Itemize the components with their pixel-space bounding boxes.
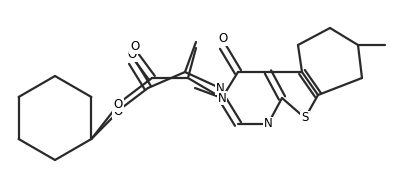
Text: S: S xyxy=(301,112,308,124)
Text: N: N xyxy=(215,81,224,94)
Text: O: O xyxy=(127,49,136,61)
Text: N: N xyxy=(217,92,226,104)
Text: O: O xyxy=(113,105,122,118)
Text: O: O xyxy=(113,98,122,112)
Text: O: O xyxy=(218,32,227,46)
Text: N: N xyxy=(263,118,272,131)
Text: O: O xyxy=(130,41,139,54)
